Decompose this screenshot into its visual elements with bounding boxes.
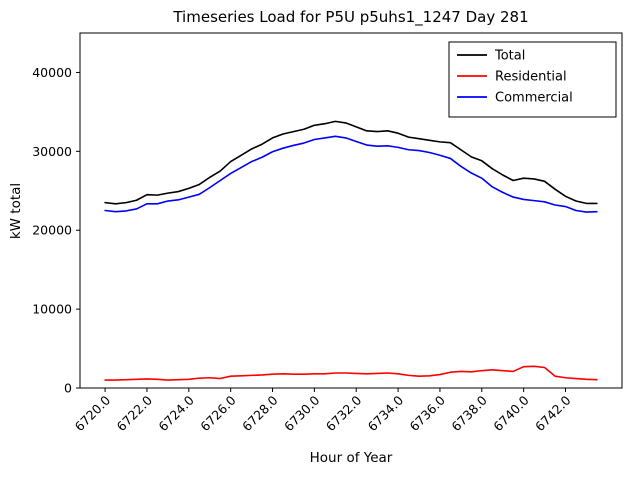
x-tick-label: 6720.0 [72, 392, 114, 434]
series-line-residential [104, 365, 598, 381]
x-tick-label: 6724.0 [155, 392, 197, 434]
chart-title: Timeseries Load for P5U p5uhs1_1247 Day … [172, 8, 528, 27]
x-tick-label: 6738.0 [448, 392, 490, 434]
y-tick-label: 40000 [32, 65, 72, 80]
plot-area: 6720.0 6722.0 6724.0 6726.0 6728.0 6730.0 6732… [32, 32, 623, 434]
series-line-total [104, 120, 598, 205]
legend-label-commercial: Commercial [495, 91, 573, 106]
axes-frame [79, 32, 623, 389]
x-axis-label: Hour of Year [310, 450, 393, 466]
y-tick-label: 20000 [32, 223, 72, 238]
x-tick-label: 6736.0 [407, 392, 449, 434]
y-tick-label: 10000 [32, 302, 72, 317]
series-line-commercial [104, 135, 598, 213]
legend: Total Residential Commercial [448, 41, 617, 118]
y-tick-label: 30000 [32, 144, 72, 159]
x-tick-label: 6726.0 [197, 392, 239, 434]
x-tick-label: 6740.0 [490, 392, 532, 434]
legend-label-residential: Residential [495, 70, 567, 85]
legend-box [448, 41, 617, 118]
x-tick-label: 6732.0 [323, 392, 365, 434]
x-tick-label: 6728.0 [239, 392, 281, 434]
x-tick-label: 6730.0 [281, 392, 323, 434]
y-tick-label: 0 [64, 381, 72, 396]
legend-label-total: Total [494, 49, 525, 64]
x-tick-label: 6722.0 [114, 392, 156, 434]
x-tick-label: 6742.0 [532, 392, 574, 434]
x-tick-label: 6734.0 [365, 392, 407, 434]
y-axis-label: kW total [8, 183, 24, 239]
